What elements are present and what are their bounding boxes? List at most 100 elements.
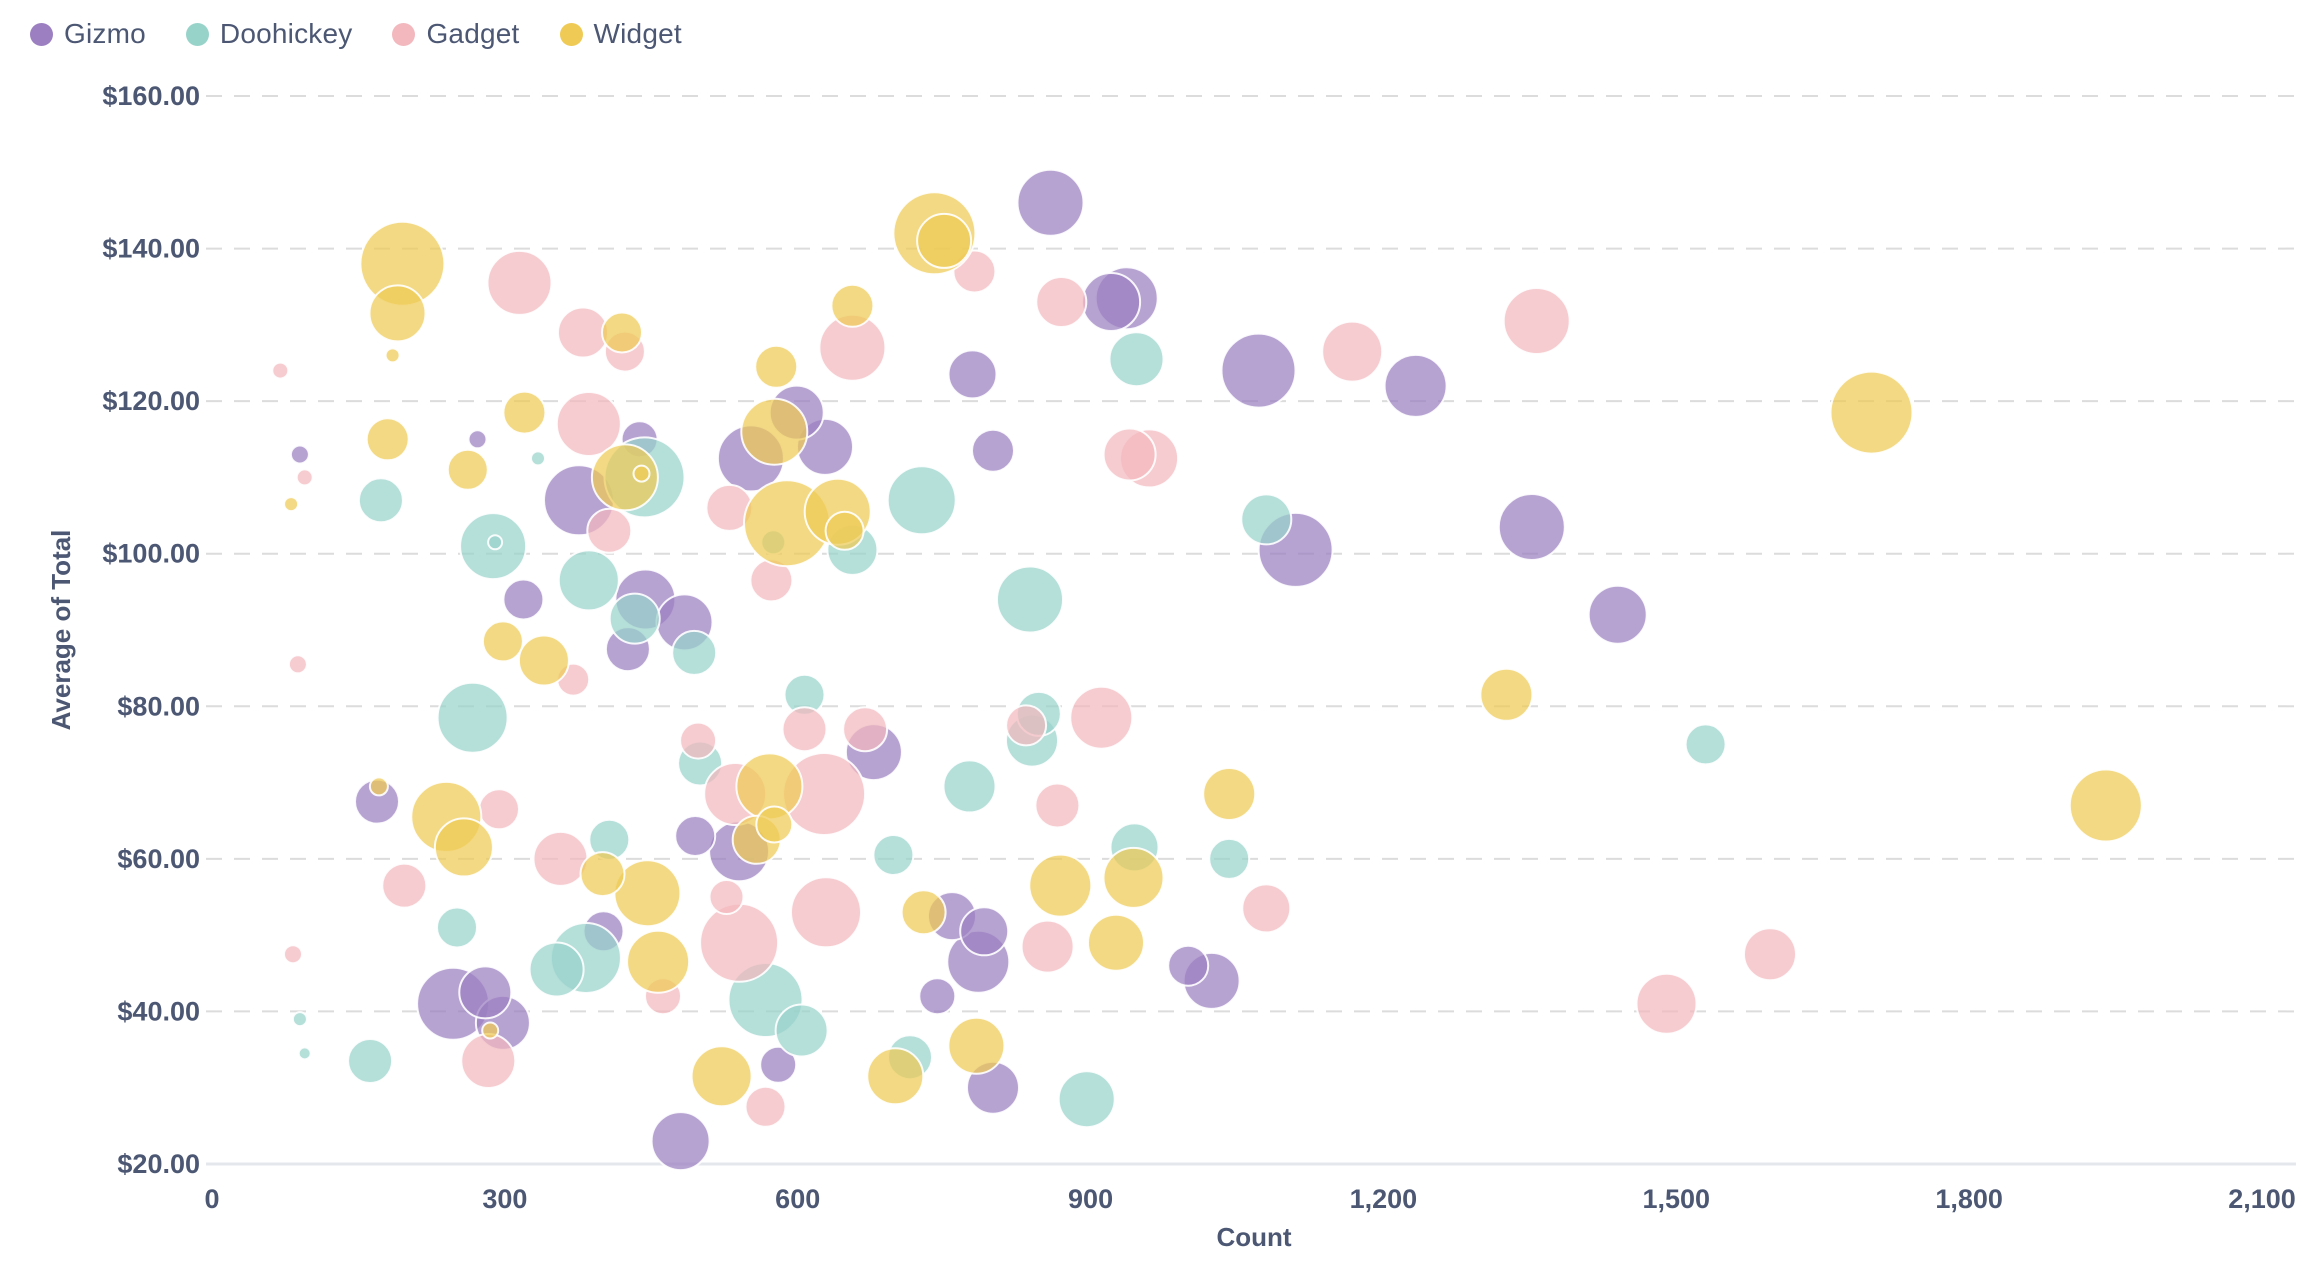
- bubble-gizmo[interactable]: [674, 815, 717, 857]
- bubble-gizmo[interactable]: [467, 429, 488, 450]
- bubble-gadget[interactable]: [555, 391, 622, 457]
- bubble-widget[interactable]: [590, 443, 659, 512]
- bubble-doohickey[interactable]: [872, 834, 915, 876]
- bubble-widget[interactable]: [1028, 853, 1093, 918]
- bubble-widget[interactable]: [626, 929, 691, 994]
- bubble-gizmo[interactable]: [1587, 584, 1648, 645]
- bubble-widget[interactable]: [579, 851, 626, 898]
- bubble-doohickey[interactable]: [1240, 493, 1293, 546]
- bubble-gadget[interactable]: [460, 1033, 517, 1089]
- bubble-gizmo[interactable]: [959, 906, 1010, 957]
- legend-item-widget[interactable]: Widget: [559, 18, 682, 50]
- bubble-doohickey[interactable]: [1684, 723, 1727, 766]
- legend-item-gizmo[interactable]: Gizmo: [30, 18, 146, 50]
- bubble-gizmo[interactable]: [1167, 944, 1210, 987]
- bubble-doohickey[interactable]: [557, 549, 620, 612]
- bubble-doohickey[interactable]: [608, 592, 661, 645]
- bubble-gadget[interactable]: [1069, 685, 1134, 750]
- bubble-widget[interactable]: [900, 889, 947, 936]
- bubble-widget[interactable]: [283, 496, 300, 513]
- bubble-gadget[interactable]: [1502, 287, 1571, 355]
- bubble-doohickey[interactable]: [774, 1003, 829, 1058]
- bubble-widget[interactable]: [365, 417, 410, 462]
- bubble-widget[interactable]: [740, 397, 809, 466]
- bubble-gadget[interactable]: [1743, 927, 1797, 982]
- bubble-doohickey[interactable]: [530, 450, 546, 467]
- bubble-gadget[interactable]: [708, 879, 745, 915]
- bubble-widget[interactable]: [368, 776, 389, 797]
- bubble-doohickey[interactable]: [347, 1038, 394, 1084]
- bubble-widget[interactable]: [368, 284, 427, 343]
- bubble-widget[interactable]: [1829, 370, 1914, 455]
- bubble-gizmo[interactable]: [502, 578, 545, 621]
- bubble-gadget[interactable]: [1034, 782, 1081, 829]
- bubble-doohickey[interactable]: [528, 941, 585, 998]
- bubble-gadget[interactable]: [486, 249, 553, 316]
- bubble-gadget[interactable]: [295, 468, 314, 487]
- legend-item-doohickey[interactable]: Doohickey: [185, 18, 353, 50]
- bubble-widget[interactable]: [1202, 767, 1257, 821]
- bubble-doohickey[interactable]: [291, 1011, 308, 1028]
- bubble-widget[interactable]: [830, 283, 875, 328]
- bubble-widget[interactable]: [2068, 768, 2143, 843]
- bubble-gizmo[interactable]: [918, 977, 957, 1016]
- bubble-widget[interactable]: [947, 1016, 1006, 1075]
- bubble-widget[interactable]: [916, 212, 973, 269]
- bubble-widget[interactable]: [1479, 667, 1534, 722]
- bubble-gadget[interactable]: [1241, 883, 1292, 934]
- bubble-widget[interactable]: [433, 817, 494, 878]
- bubble-doohickey[interactable]: [996, 565, 1064, 634]
- bubble-gizmo[interactable]: [1383, 353, 1448, 418]
- bubble-widget[interactable]: [502, 390, 547, 435]
- bubble-doohickey[interactable]: [1057, 1070, 1116, 1129]
- bubble-gadget[interactable]: [842, 706, 889, 753]
- bubble-gizmo[interactable]: [759, 1045, 798, 1084]
- bubble-gadget[interactable]: [1005, 704, 1048, 747]
- bubble-doohickey[interactable]: [1208, 837, 1251, 880]
- bubble-doohickey[interactable]: [357, 477, 404, 524]
- bubble-gizmo[interactable]: [458, 965, 513, 1020]
- bubble-gadget[interactable]: [586, 507, 633, 554]
- bubble-doohickey[interactable]: [886, 465, 957, 536]
- bubble-doohickey[interactable]: [297, 1046, 312, 1061]
- bubble-doohickey[interactable]: [436, 906, 478, 949]
- bubble-gizmo[interactable]: [1016, 168, 1085, 237]
- bubble-gadget[interactable]: [1035, 276, 1088, 328]
- bubble-widget[interactable]: [481, 620, 524, 663]
- bubble-gadget[interactable]: [1321, 320, 1384, 383]
- bubble-doohickey[interactable]: [1108, 331, 1165, 388]
- bubble-gadget[interactable]: [381, 862, 428, 909]
- bubble-gadget[interactable]: [744, 1085, 787, 1128]
- bubble-gadget[interactable]: [478, 788, 520, 831]
- bubble-gizmo[interactable]: [289, 444, 310, 465]
- bubble-widget[interactable]: [1087, 913, 1145, 972]
- legend-item-gadget[interactable]: Gadget: [392, 18, 519, 50]
- bubble-widget[interactable]: [824, 510, 865, 551]
- bubble-gadget[interactable]: [781, 706, 828, 753]
- bubble-gizmo[interactable]: [947, 349, 998, 400]
- bubble-gadget[interactable]: [287, 654, 308, 675]
- bubble-widget[interactable]: [866, 1047, 925, 1106]
- bubble-doohickey[interactable]: [436, 681, 509, 754]
- bubble-gizmo[interactable]: [1497, 493, 1566, 561]
- bubble-gadget[interactable]: [271, 361, 290, 380]
- bubble-doohickey[interactable]: [671, 629, 718, 676]
- bubble-gadget[interactable]: [532, 830, 589, 887]
- bubble-widget[interactable]: [632, 464, 651, 483]
- bubble-gadget[interactable]: [1635, 972, 1698, 1035]
- bubble-widget[interactable]: [754, 344, 799, 389]
- bubble-gizmo[interactable]: [650, 1111, 711, 1172]
- bubble-gadget[interactable]: [283, 944, 303, 965]
- bubble-widget[interactable]: [690, 1045, 753, 1108]
- bubble-gadget[interactable]: [699, 902, 780, 983]
- bubble-widget[interactable]: [384, 347, 401, 364]
- bubble-widget[interactable]: [755, 805, 794, 844]
- bubble-gadget[interactable]: [1102, 427, 1157, 482]
- bubble-widget[interactable]: [517, 634, 570, 687]
- bubble-gadget[interactable]: [1020, 919, 1075, 974]
- bubble-widget[interactable]: [446, 448, 489, 491]
- bubble-widget[interactable]: [481, 1021, 500, 1040]
- bubble-widget[interactable]: [601, 311, 643, 354]
- bubble-gadget[interactable]: [679, 721, 718, 760]
- bubble-doohickey[interactable]: [942, 759, 997, 814]
